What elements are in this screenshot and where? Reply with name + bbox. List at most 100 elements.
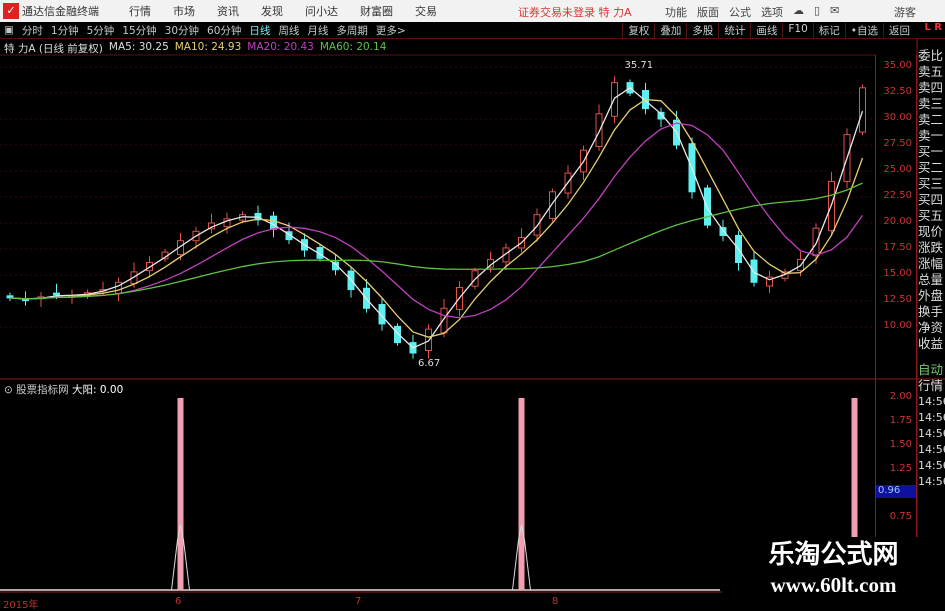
period-more[interactable]: 更多> — [375, 24, 406, 37]
phone-icon[interactable]: ▯ — [814, 4, 821, 17]
period-daily[interactable]: 日线 — [249, 24, 271, 37]
indicator-tick: 1.25 — [889, 463, 912, 474]
candle-up — [177, 240, 184, 256]
multi-stock-button[interactable]: 多股 — [686, 23, 718, 38]
chart-tools: 复权 叠加 多股 统计 画线 F10 标记 •自选 返回 — [622, 23, 915, 38]
high-price-label: 35.71 — [625, 60, 654, 71]
candle-up — [595, 113, 603, 147]
candle-down — [704, 187, 711, 226]
collapse-icon[interactable]: ⊙ — [4, 384, 13, 396]
menu-news[interactable]: 资讯 — [217, 5, 239, 18]
indicator-tick: 1.50 — [889, 439, 912, 450]
candle-up — [812, 227, 820, 257]
period-1min[interactable]: 1分钟 — [50, 24, 79, 37]
quote-label: 外盘 — [918, 288, 944, 303]
right-menu: 功能 版面 公式 选项 ☁ ▯ ✉ — [665, 4, 839, 20]
price-axis: 35.00 32.50 30.00 27.50 25.00 22.50 20.00 17.50… — [875, 55, 917, 590]
login-status[interactable]: 证券交易未登录 特 力A — [518, 4, 632, 20]
period-intraday[interactable]: 分时 — [21, 24, 43, 37]
menu-wealth[interactable]: 财富圈 — [360, 5, 393, 18]
signal-spike — [171, 524, 190, 591]
signal-bar — [518, 398, 525, 590]
menu-quotes[interactable]: 行情 — [129, 5, 151, 18]
signal-bar — [851, 398, 858, 590]
ma20-line — [9, 122, 864, 319]
period-30min[interactable]: 30分钟 — [164, 24, 200, 37]
price-tick: 12.50 — [883, 294, 912, 305]
f10-button[interactable]: F10 — [782, 23, 812, 38]
layout-icon[interactable]: ▣ — [4, 24, 14, 36]
auto-toggle[interactable]: 自动 — [918, 362, 944, 377]
period-multi[interactable]: 多周期 — [336, 24, 368, 37]
quote-label: 买五 — [918, 208, 944, 223]
guest-user[interactable]: 游客 — [894, 6, 916, 19]
stats-button[interactable]: 统计 — [718, 23, 750, 38]
quote-label: 总量 — [918, 272, 944, 287]
quote-label: 收益 — [918, 336, 944, 351]
quote-label: 卖一 — [918, 128, 944, 143]
menu-ask[interactable]: 问小达 — [305, 5, 338, 18]
date-axis: 2015年 6 7 8 — [0, 596, 870, 611]
price-tick: 32.50 — [883, 86, 912, 97]
quote-label: 卖五 — [918, 64, 944, 79]
quote-label: 委比 — [918, 48, 944, 63]
quote-panel: 委比 卖五 卖四 卖三 卖二 卖一 买一 买二 买三 买四 买五 现价 涨跌 涨幅 总量 外盘 换手 净资 收益 自动… — [918, 48, 945, 490]
menu-formula[interactable]: 公式 — [729, 6, 751, 19]
tick-time: 14:56 — [918, 443, 945, 456]
period-15min[interactable]: 15分钟 — [122, 24, 157, 37]
candle-down — [719, 227, 727, 236]
price-tick: 25.00 — [883, 164, 912, 175]
cloud-icon[interactable]: ☁ — [793, 4, 804, 17]
watchlist-button[interactable]: •自选 — [844, 23, 883, 38]
ma60-value: MA60: 20.14 — [319, 41, 387, 53]
tick-time: 行情 — [918, 378, 944, 393]
menu-bar: ✓ 通达信金融终端 行情 市场 资讯 发现 问小达 财富圈 交易 证券交易未登录… — [0, 0, 945, 22]
mail-icon[interactable]: ✉ — [830, 4, 840, 17]
signal-bar — [177, 398, 184, 590]
tick-time: 14:56 — [918, 411, 945, 424]
quote-label: 净资 — [918, 320, 944, 335]
indicator-tick: 0.75 — [889, 511, 912, 522]
menu-market[interactable]: 市场 — [173, 5, 195, 18]
tick-time: 14:56 — [918, 459, 945, 472]
ma10-line — [9, 98, 864, 338]
period-60min[interactable]: 60分钟 — [207, 24, 242, 37]
watermark-url: www.60lt.com — [770, 573, 897, 597]
indicator-header: ⊙ 股票指标网 大阳: 0.00 — [4, 382, 123, 397]
price-tick: 35.00 — [883, 60, 912, 71]
indicator-tick: 2.00 — [889, 391, 912, 402]
date-label: 2015年 — [3, 600, 39, 611]
adjust-button[interactable]: 复权 — [622, 23, 654, 38]
period-5min[interactable]: 5分钟 — [86, 24, 115, 37]
quote-label: 卖三 — [918, 96, 944, 111]
menu-function[interactable]: 功能 — [665, 6, 687, 19]
period-weekly[interactable]: 周线 — [278, 24, 300, 37]
candle-down — [6, 295, 14, 299]
menu-options[interactable]: 选项 — [761, 6, 783, 19]
quote-label: 现价 — [918, 224, 944, 239]
quote-label: 买三 — [918, 176, 944, 191]
candle-down — [657, 111, 665, 120]
indicator-tick: 1.75 — [889, 415, 912, 426]
back-button[interactable]: 返回 — [883, 23, 915, 38]
draw-button[interactable]: 画线 — [750, 23, 782, 38]
chart-title: 特 力A (日线 前复权) — [4, 43, 103, 55]
indicator-value: 大阳: 0.00 — [72, 384, 124, 396]
mark-button[interactable]: 标记 — [812, 23, 845, 38]
price-tick: 17.50 — [883, 242, 912, 253]
candle-up — [440, 307, 448, 334]
candle-down — [394, 325, 401, 344]
tick-time: 14:56 — [918, 475, 945, 488]
price-tick: 20.00 — [883, 216, 912, 227]
indicator-title: 股票指标网 — [16, 384, 69, 396]
period-monthly[interactable]: 月线 — [307, 24, 329, 37]
app-logo-icon: ✓ — [3, 3, 19, 19]
overlay-button[interactable]: 叠加 — [654, 23, 686, 38]
quote-label: 卖二 — [918, 112, 944, 127]
lr-toggle[interactable]: L R — [924, 22, 942, 33]
menu-layout[interactable]: 版面 — [697, 6, 719, 19]
menu-trade[interactable]: 交易 — [415, 5, 437, 18]
menu-discover[interactable]: 发现 — [261, 5, 283, 18]
candle-down — [378, 304, 386, 325]
